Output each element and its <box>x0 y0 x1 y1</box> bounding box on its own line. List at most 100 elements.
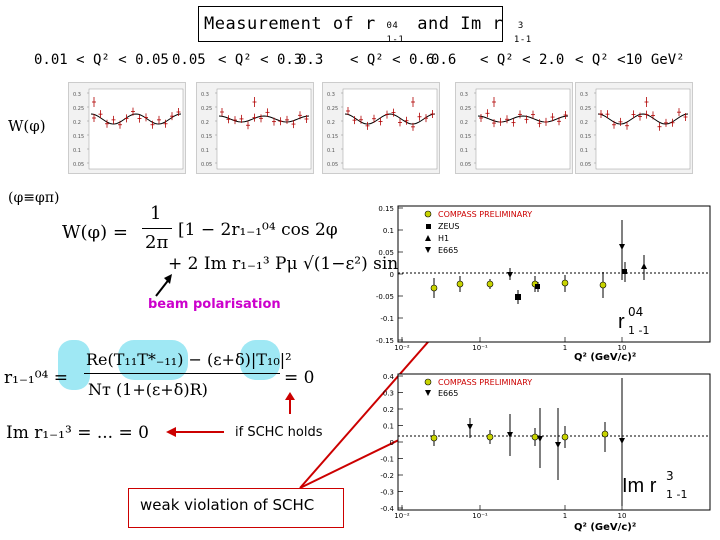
y-tick-label: -0.1 <box>380 456 394 464</box>
panel-fit-curve <box>218 115 310 123</box>
panel-tick-label: 0.15 <box>460 134 471 140</box>
panel-tick-label: 0.25 <box>73 106 84 112</box>
legend-compass-marker-2 <box>424 378 432 386</box>
schc-label: if SCHC holds <box>235 425 323 440</box>
formula-lhs: W(φ) = <box>62 222 128 243</box>
y-tick-label: 0.3 <box>383 390 394 398</box>
y-tick-label: 0.05 <box>378 249 394 257</box>
r04-compass-point <box>599 281 607 289</box>
panel-tick-label: 0.15 <box>73 134 84 140</box>
y-tick-label: 0.2 <box>383 406 394 414</box>
r04-zeus-point <box>515 294 521 300</box>
r04-plot-frame <box>397 205 711 343</box>
panel-frame <box>216 88 312 170</box>
t10-arrow <box>285 392 295 414</box>
panel-tick-label: 0.1 <box>201 148 209 154</box>
r04-rhs: = 0 <box>284 368 315 388</box>
r04-numerator: Re(T₁₁T*₋₁₁) − (ε+δ)|T₁₀|² <box>86 350 292 369</box>
r04-h1-point <box>641 263 647 269</box>
r04-big-sub: 1 -1 <box>628 324 649 337</box>
r04-big-sup: 04 <box>628 305 643 319</box>
panel-tick-label: 0.1 <box>580 148 588 154</box>
legend-compass: COMPASS PRELIMINARY <box>438 210 532 219</box>
imr-compass-points <box>430 422 609 452</box>
r04-xaxis-label: Q² (GeV/c)² <box>574 352 636 363</box>
imr-compass-point <box>561 433 569 441</box>
legend-h1: H1 <box>438 234 449 243</box>
wphi-label: W(φ) <box>8 117 46 135</box>
r04-compass-point <box>456 280 464 288</box>
q2-edge-2: 0.6 <box>431 52 457 68</box>
imr-compass-point <box>486 433 494 441</box>
r04-e665-point <box>619 244 625 250</box>
panel-frame <box>88 88 184 170</box>
y-tick-label: 0.4 <box>383 373 395 381</box>
y-tick-label: -0.3 <box>380 489 394 497</box>
r04-zeus-points <box>515 262 627 304</box>
panel-frame <box>342 88 438 170</box>
legend-e665-marker-2 <box>425 390 431 396</box>
legend-e665-2: E665 <box>438 389 458 398</box>
q2-edge-1: 0.3 <box>298 52 324 68</box>
r04-h1-points <box>641 255 647 280</box>
phi-panel-1: 0.3 0.25 0.2 0.15 0.1 0.05 <box>68 82 186 174</box>
legend-zeus: ZEUS <box>438 222 459 231</box>
x-tick-label: 10⁻¹ <box>472 344 488 352</box>
imr-plot-frame <box>397 373 711 511</box>
panel-fit-curve <box>90 113 182 125</box>
formula-frac-bar <box>142 228 172 229</box>
panel-tick-label: 0.25 <box>201 106 212 112</box>
r04-zeus-point <box>535 284 540 289</box>
imr-big-sub: 1 -1 <box>666 488 687 501</box>
panel-tick-label: 0.2 <box>73 120 81 126</box>
y-tick-label: 0 <box>390 439 394 447</box>
weak-violation-label: weak violation of SCHC <box>140 496 315 514</box>
legend-zeus-marker <box>426 224 431 229</box>
panel-tick-label: 0.3 <box>580 92 588 98</box>
x-tick-label: 10⁻² <box>394 344 410 352</box>
panel-tick-label: 0.1 <box>460 148 468 154</box>
imr-e665-point <box>507 432 513 438</box>
panel-frame <box>475 88 571 170</box>
beam-polarisation-label: beam polarisation <box>148 297 281 312</box>
imr-big-sup: 3 <box>666 469 674 483</box>
panel-fit-curve <box>597 113 689 125</box>
panel-tick-label: 0.25 <box>580 106 591 112</box>
panel-tick-label: 0.2 <box>201 120 209 126</box>
panel-fit-curve <box>344 113 436 125</box>
q2-bin-1: 0.01 < Q² < 0.05 <box>34 52 169 68</box>
panel-tick-label: 0.05 <box>460 162 471 168</box>
r04-zeus-point <box>622 269 627 274</box>
legend-compass-marker <box>424 210 432 218</box>
y-tick-label: 0.1 <box>383 423 394 431</box>
x-tick-label: 1 <box>563 512 567 520</box>
r04-e665-point <box>507 272 513 278</box>
r04-big-label: r <box>618 311 625 333</box>
imr-e665-point <box>537 436 543 442</box>
y-tick-label: 0.15 <box>378 205 394 213</box>
phi-panel-5: 0.3 0.25 0.2 0.15 0.1 0.05 <box>575 82 693 174</box>
panel-tick-label: 0.05 <box>580 162 591 168</box>
imr-equation: Im r₁₋₁³ = ... = 0 <box>6 423 149 443</box>
panel-tick-label: 0.05 <box>73 162 84 168</box>
q2-bin-4: < Q² < 2.0 <box>480 52 565 68</box>
x-tick-label: 10 <box>618 512 627 520</box>
y-tick-label: -0.2 <box>380 472 394 480</box>
q2-bin-2: < Q² < 0.3 <box>218 52 303 68</box>
panel-frame <box>595 88 691 170</box>
page-title: Measurement of r 04 1-1 and Im r 3 1-1 <box>204 14 532 45</box>
q2-bin-5: < Q² <10 GeV² <box>575 52 685 68</box>
imr-e665-point <box>619 438 625 444</box>
x-tick-label: 10 <box>618 344 627 352</box>
x-tick-label: 10⁻¹ <box>472 512 488 520</box>
r04-frac-bar <box>84 373 280 374</box>
formula-frac-den: 2π <box>145 232 169 253</box>
legend-e665-marker <box>425 247 431 253</box>
panel-tick-label: 0.05 <box>201 162 212 168</box>
panel-tick-label: 0.15 <box>580 134 591 140</box>
imr-e665-point <box>467 424 473 430</box>
highlight-t11 <box>58 340 90 390</box>
phi-definition: (φ≡φπ) <box>8 190 60 206</box>
panel-tick-label: 0.25 <box>460 106 471 112</box>
imr-e665-point <box>555 442 561 448</box>
